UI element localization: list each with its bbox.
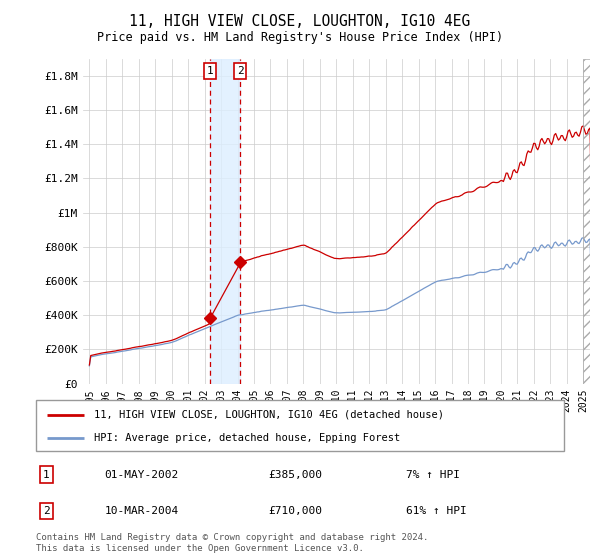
Text: 7% ↑ HPI: 7% ↑ HPI xyxy=(406,470,460,479)
Text: 11, HIGH VIEW CLOSE, LOUGHTON, IG10 4EG (detached house): 11, HIGH VIEW CLOSE, LOUGHTON, IG10 4EG … xyxy=(94,409,444,419)
Bar xyxy=(210,59,241,384)
Text: 01-MAY-2002: 01-MAY-2002 xyxy=(104,470,179,479)
Text: 2: 2 xyxy=(237,66,244,76)
Text: 2: 2 xyxy=(43,506,50,516)
Text: 1: 1 xyxy=(43,470,50,479)
Text: 11, HIGH VIEW CLOSE, LOUGHTON, IG10 4EG: 11, HIGH VIEW CLOSE, LOUGHTON, IG10 4EG xyxy=(130,14,470,29)
Text: Price paid vs. HM Land Registry's House Price Index (HPI): Price paid vs. HM Land Registry's House … xyxy=(97,31,503,44)
Text: £710,000: £710,000 xyxy=(268,506,322,516)
Text: Contains HM Land Registry data © Crown copyright and database right 2024.
This d: Contains HM Land Registry data © Crown c… xyxy=(36,533,428,553)
Text: £385,000: £385,000 xyxy=(268,470,322,479)
Text: 10-MAR-2004: 10-MAR-2004 xyxy=(104,506,179,516)
Text: HPI: Average price, detached house, Epping Forest: HPI: Average price, detached house, Eppi… xyxy=(94,433,400,443)
Text: 1: 1 xyxy=(206,66,214,76)
Text: 61% ↑ HPI: 61% ↑ HPI xyxy=(406,506,466,516)
